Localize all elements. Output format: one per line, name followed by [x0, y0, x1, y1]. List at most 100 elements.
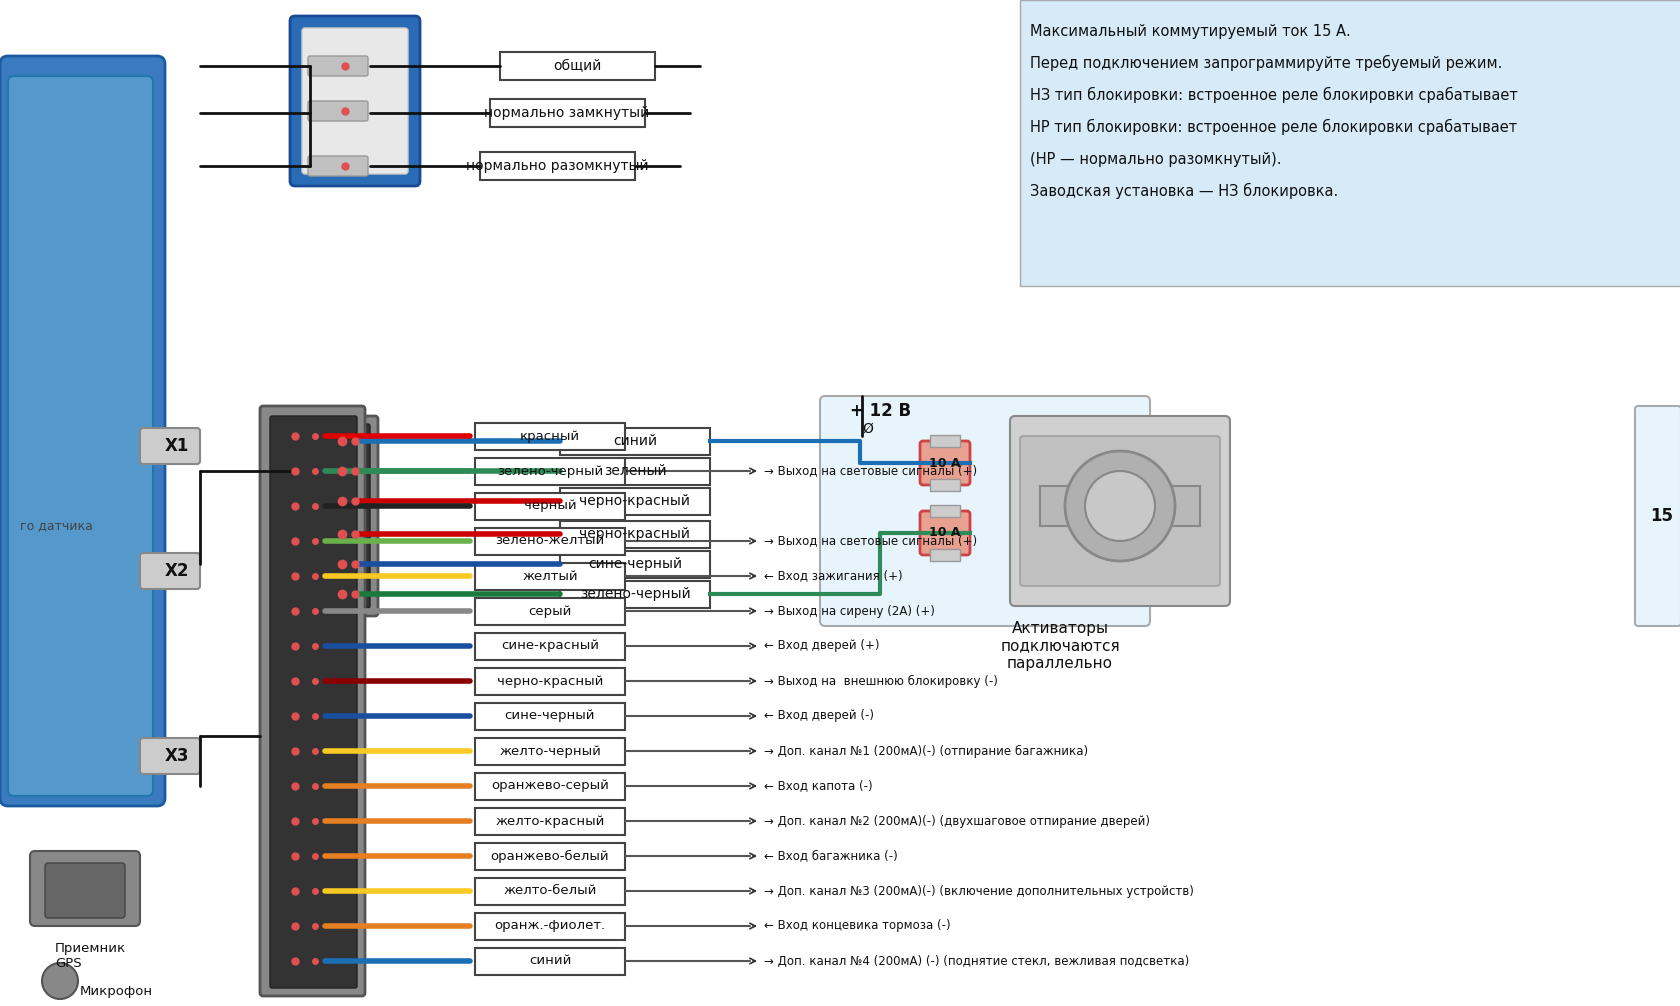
FancyBboxPatch shape	[820, 396, 1149, 626]
FancyBboxPatch shape	[919, 441, 969, 485]
Bar	[475, 633, 625, 660]
Bar	[559, 458, 709, 485]
Text: желто-черный: желто-черный	[499, 744, 600, 758]
Circle shape	[1084, 471, 1154, 541]
Text: X2: X2	[165, 562, 190, 580]
Text: → Доп. канал №3 (200мА)(-) (включение дополнительных устройств): → Доп. канал №3 (200мА)(-) (включение до…	[763, 884, 1193, 897]
FancyBboxPatch shape	[260, 406, 365, 996]
FancyBboxPatch shape	[139, 428, 200, 464]
Text: → Выход на сирену (2А) (+): → Выход на сирену (2А) (+)	[763, 605, 934, 618]
Text: синий: синий	[613, 434, 657, 448]
Text: зелено-черный: зелено-черный	[580, 586, 690, 601]
Text: 10 А: 10 А	[929, 526, 961, 539]
Bar	[559, 428, 709, 455]
Bar	[475, 528, 625, 555]
Text: оранж.-фиолет.: оранж.-фиолет.	[494, 919, 605, 933]
FancyBboxPatch shape	[307, 101, 368, 121]
Text: 10 А: 10 А	[929, 457, 961, 470]
Bar	[929, 479, 959, 491]
Text: + 12 В: + 12 В	[850, 402, 911, 420]
Text: серый: серый	[528, 605, 571, 618]
FancyBboxPatch shape	[139, 553, 200, 589]
Text: Микрофон: Микрофон	[81, 985, 153, 998]
Text: Перед подключением запрограммируйте требуемый режим.: Перед подключением запрограммируйте треб…	[1030, 55, 1502, 71]
Text: → Выход на световые сигналы (+): → Выход на световые сигналы (+)	[763, 534, 976, 547]
FancyBboxPatch shape	[8, 76, 153, 796]
FancyBboxPatch shape	[0, 56, 165, 806]
Text: нормально разомкнутый: нормально разомкнутый	[465, 159, 648, 173]
Bar	[559, 521, 709, 548]
Text: ← Вход дверей (+): ← Вход дверей (+)	[763, 640, 879, 653]
Text: X1: X1	[165, 437, 190, 455]
Text: Приемник
GPS: Приемник GPS	[55, 942, 126, 970]
Text: черно-красный: черно-красный	[497, 674, 603, 687]
Text: (НР — нормально разомкнутый).: (НР — нормально разомкнутый).	[1030, 152, 1280, 167]
Text: ← Вход зажигания (+): ← Вход зажигания (+)	[763, 569, 902, 582]
Bar	[480, 152, 635, 180]
Bar	[559, 488, 709, 515]
Bar	[475, 808, 625, 835]
FancyBboxPatch shape	[139, 738, 200, 774]
FancyBboxPatch shape	[45, 863, 124, 918]
FancyBboxPatch shape	[307, 156, 368, 176]
Bar	[475, 913, 625, 940]
Text: → Доп. канал №2 (200мА)(-) (двухшаговое отпирание дверей): → Доп. канал №2 (200мА)(-) (двухшаговое …	[763, 815, 1149, 828]
Text: Ø: Ø	[862, 422, 872, 436]
Text: Активаторы
подключаются
параллельно: Активаторы подключаются параллельно	[1000, 621, 1119, 671]
Bar	[929, 435, 959, 447]
Circle shape	[42, 963, 77, 999]
FancyBboxPatch shape	[30, 851, 139, 926]
Text: оранжево-белый: оранжево-белый	[491, 849, 608, 862]
Bar	[929, 505, 959, 517]
Text: сине-черный: сине-черный	[504, 709, 595, 722]
Bar	[475, 773, 625, 800]
Text: красный: красный	[519, 430, 580, 443]
Text: → Доп. канал №4 (200мА) (-) (поднятие стекл, вежливая подсветка): → Доп. канал №4 (200мА) (-) (поднятие ст…	[763, 955, 1188, 968]
Text: → Выход на  внешнюю блокировку (-): → Выход на внешнюю блокировку (-)	[763, 674, 998, 687]
Text: НЗ тип блокировки: встроенное реле блокировки срабатывает: НЗ тип блокировки: встроенное реле блоки…	[1030, 87, 1517, 103]
Text: ← Вход капота (-): ← Вход капота (-)	[763, 780, 872, 793]
Text: → Выход на световые сигналы (+): → Выход на световые сигналы (+)	[763, 465, 976, 478]
Text: зелено-желтый: зелено-желтый	[496, 534, 605, 547]
Text: ← Вход багажника (-): ← Вход багажника (-)	[763, 849, 897, 862]
Text: сине-красный: сине-красный	[501, 640, 598, 653]
Text: НР тип блокировки: встроенное реле блокировки срабатывает: НР тип блокировки: встроенное реле блоки…	[1030, 119, 1517, 135]
FancyBboxPatch shape	[270, 416, 356, 988]
Text: черный: черный	[524, 500, 576, 512]
Text: ← Вход дверей (-): ← Вход дверей (-)	[763, 709, 874, 722]
Text: черно-красный: черно-красный	[580, 494, 690, 508]
FancyBboxPatch shape	[277, 416, 378, 616]
Bar	[1020, 0, 1680, 286]
Bar	[475, 843, 625, 870]
Text: → Доп. канал №1 (200мА)(-) (отпирание багажника): → Доп. канал №1 (200мА)(-) (отпирание ба…	[763, 744, 1087, 758]
FancyBboxPatch shape	[291, 16, 420, 186]
Bar	[475, 598, 625, 625]
Bar	[475, 563, 625, 590]
Text: го датчика: го датчика	[20, 519, 92, 532]
Bar	[475, 703, 625, 730]
Text: желто-белый: желто-белый	[502, 884, 596, 897]
Text: общий: общий	[553, 59, 601, 73]
Text: желтый: желтый	[522, 569, 578, 582]
FancyBboxPatch shape	[1020, 436, 1220, 586]
Text: 15: 15	[1650, 507, 1672, 525]
FancyBboxPatch shape	[1635, 406, 1680, 626]
Bar	[489, 99, 645, 127]
Text: желто-красный: желто-красный	[496, 815, 605, 828]
Text: нормально замкнутый: нормально замкнутый	[484, 106, 648, 120]
Text: зелено-черный: зелено-черный	[497, 465, 603, 478]
Text: X3: X3	[165, 747, 190, 765]
Bar	[475, 458, 625, 485]
Bar	[475, 738, 625, 765]
Bar	[559, 551, 709, 578]
Text: зеленый: зеленый	[603, 464, 665, 478]
Text: Максимальный коммутируемый ток 15 А.: Максимальный коммутируемый ток 15 А.	[1030, 23, 1351, 38]
Text: ← Вход концевика тормоза (-): ← Вход концевика тормоза (-)	[763, 919, 951, 933]
Text: оранжево-серый: оранжево-серый	[491, 780, 608, 793]
Text: синий: синий	[529, 955, 571, 968]
Text: сине-черный: сине-черный	[588, 557, 682, 571]
Bar	[475, 493, 625, 520]
Bar	[499, 52, 655, 80]
Bar	[929, 549, 959, 561]
FancyBboxPatch shape	[307, 56, 368, 76]
